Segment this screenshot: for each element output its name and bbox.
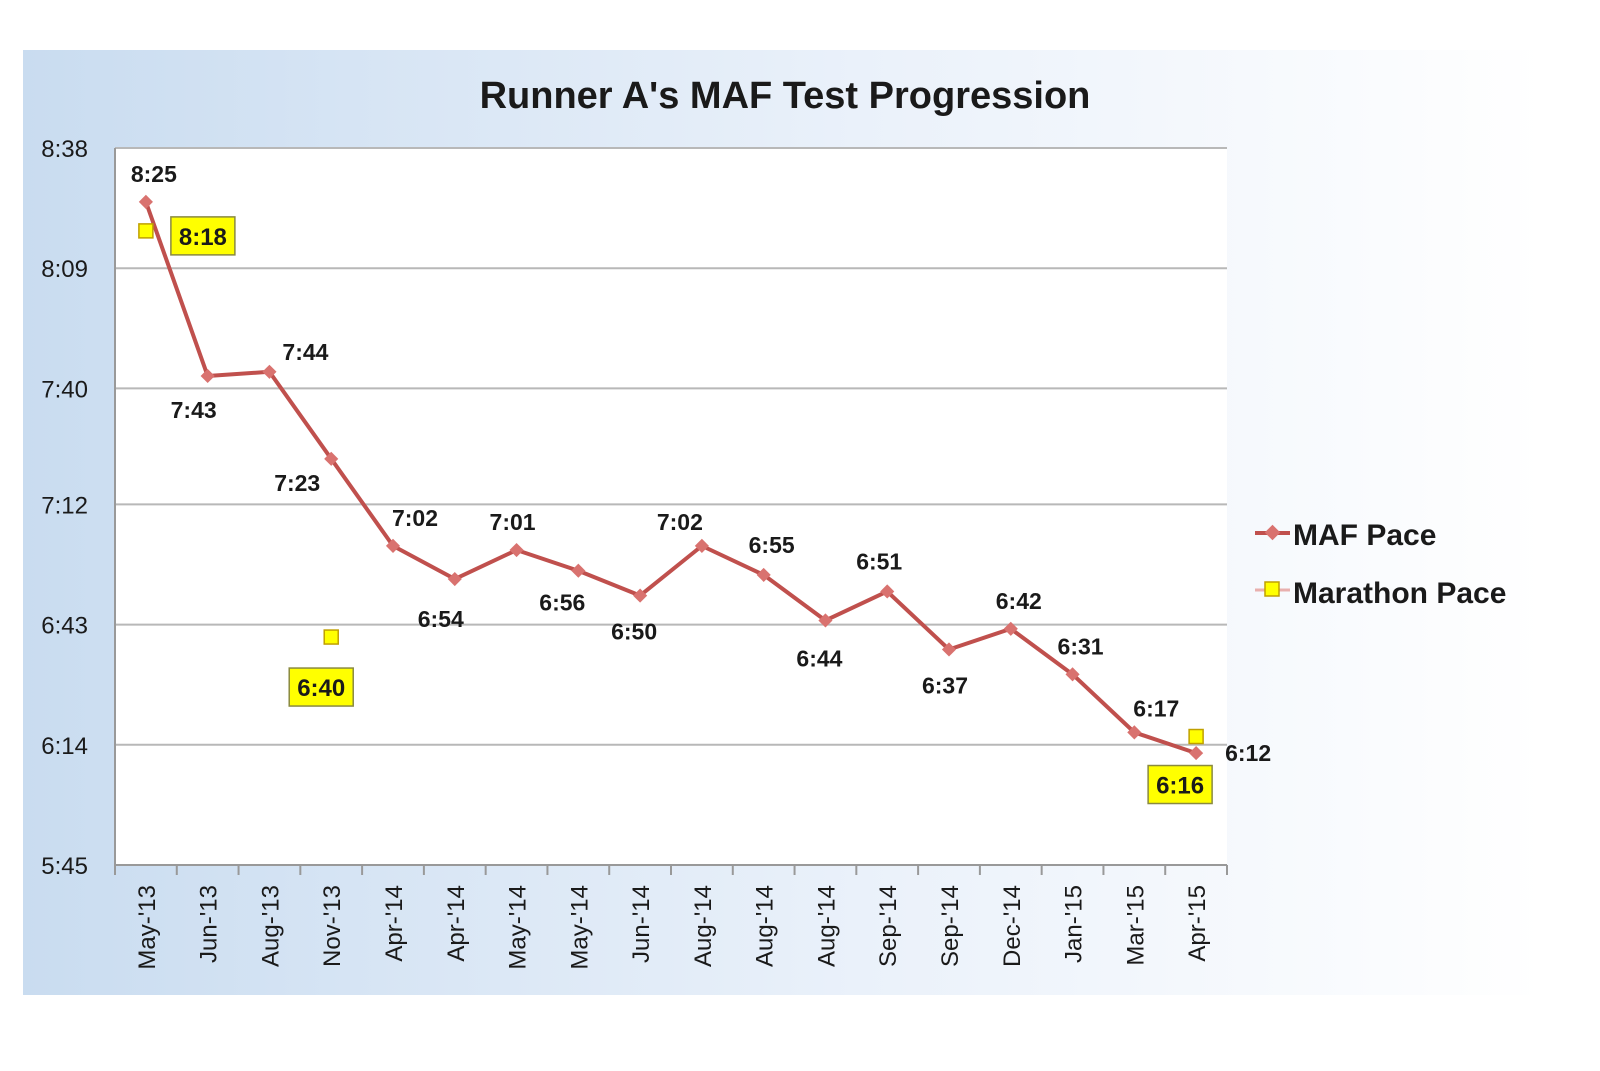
maf-pace-point [941,642,957,657]
maf-pace-data-label: 6:51 [856,548,902,574]
x-tick-label: Aug-'14 [813,885,840,967]
x-tick-label: Aug-'13 [257,885,284,967]
maf-pace-point [880,584,895,599]
maf-pace-point [200,368,215,384]
maf-pace-point [1065,667,1080,682]
maf-pace-data-label: 7:44 [282,339,328,365]
maf-pace-data-label: 7:01 [490,509,536,535]
maf-pace-point [756,567,771,582]
x-tick-label: Jun-'13 [196,885,223,963]
maf-pace-point [324,451,339,466]
maf-pace-data-label: 6:50 [611,619,657,645]
x-tick-label: Aug-'14 [752,885,779,967]
maf-pace-data-label: 6:54 [418,606,464,632]
marathon-pace-data-label: 6:40 [297,675,345,702]
maf-pace-data-label: 6:42 [996,588,1042,614]
legend-maf-label: MAF Pace [1293,519,1436,552]
y-tick-label: 5:45 [41,853,88,880]
maf-pace-point [1127,725,1142,740]
maf-pace-point [447,571,462,587]
maf-pace-point [818,613,833,628]
x-tick-label: Jan-'15 [1061,885,1088,963]
legend: MAF Pace Marathon Pace [1255,519,1506,610]
maf-pace-point [1003,621,1018,636]
x-tick-label: Apr-'14 [443,885,470,962]
marathon-pace-data-label: 6:16 [1156,773,1204,800]
maf-pace-point [385,538,401,553]
maf-pace-data-label: 6:56 [539,590,585,616]
x-tick-label: Apr-'15 [1184,885,1211,962]
x-tick-label: Dec-'14 [999,885,1026,967]
maf-pace-data-label: 6:12 [1225,740,1271,766]
maf-pace-point [571,563,586,578]
x-tick-label: Mar-'15 [1122,885,1149,966]
x-tick-label: Sep-'14 [937,885,964,967]
x-tick-label: May-'14 [505,885,532,970]
x-tick-label: Nov-'13 [319,885,346,967]
marathon-pace-point [1188,728,1204,745]
y-tick-label: 7:40 [41,376,88,403]
maf-pace-data-label: 6:31 [1058,633,1104,659]
maf-pace-data-label: 6:37 [922,672,968,698]
maf-pace-point [633,588,648,603]
y-tick-label: 6:14 [41,733,88,760]
maf-pace-point [262,364,277,379]
x-tick-label: May-'14 [566,885,593,970]
maf-pace-point [138,194,153,209]
maf-pace-data-label: 7:43 [171,397,217,423]
legend-marathon-label: Marathon Pace [1293,577,1506,610]
maf-pace-point [509,542,524,558]
marathon-pace-point [138,223,154,239]
marathon-pace-point [323,629,339,645]
x-tick-label: Sep-'14 [875,885,902,967]
marathon-pace-label-box [1147,764,1213,805]
y-tick-label: 8:09 [41,256,88,283]
marathon-pace-data-label: 8:18 [179,224,227,251]
maf-pace-data-label: 6:17 [1133,695,1179,721]
x-tick-label: Aug-'14 [690,885,717,967]
y-tick-label: 8:38 [41,136,88,163]
maf-pace-data-label: 8:25 [131,161,177,187]
x-tick-label: May-'13 [134,885,161,970]
maf-pace-line [144,201,1197,755]
legend-marathon-marker [1264,581,1280,597]
legend-maf-marker [1264,524,1281,541]
plot-area [115,148,1227,865]
maf-pace-data-label: 7:02 [657,509,703,535]
marathon-pace-label-box [170,216,236,256]
y-tick-label: 7:12 [41,492,88,519]
maf-pace-data-label: 6:55 [749,532,795,558]
maf-pace-point [1189,746,1204,761]
y-tick-label: 6:43 [41,613,88,640]
x-tick-label: Jun-'14 [628,885,655,963]
maf-pace-data-label: 7:02 [392,505,438,531]
maf-pace-point [694,538,709,553]
chart-title: Runner A's MAF Test Progression [480,75,1091,117]
marathon-pace-label-box [288,667,354,707]
x-tick-label: Apr-'14 [381,885,408,962]
maf-pace-data-label: 6:44 [796,645,842,671]
maf-pace-data-label: 7:23 [274,470,320,496]
